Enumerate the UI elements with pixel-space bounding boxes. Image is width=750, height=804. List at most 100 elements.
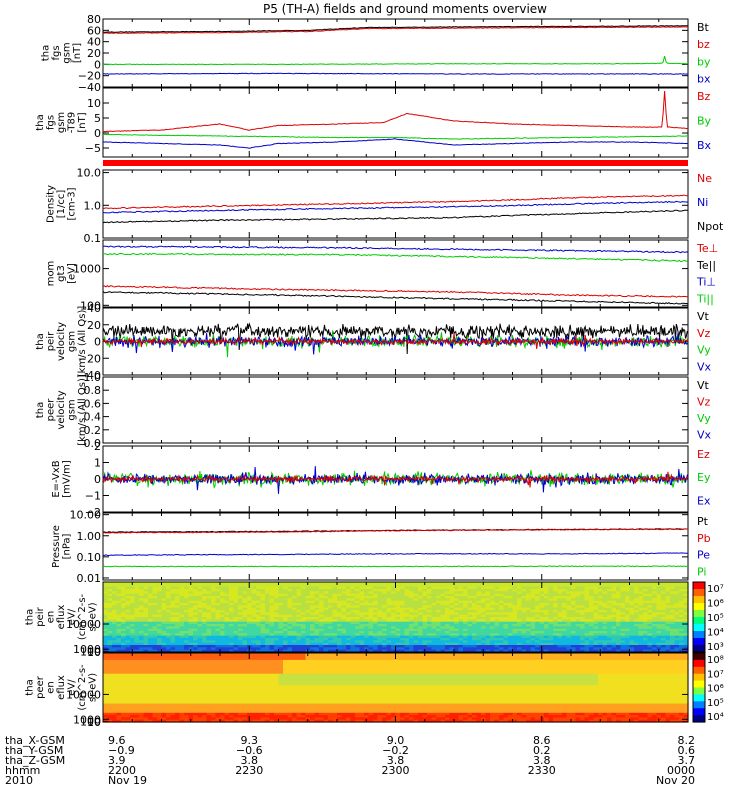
legend-Ey: Ey	[697, 471, 711, 484]
y-axis-label-line: [nT]	[77, 112, 88, 132]
panel-frame	[103, 88, 688, 157]
legend-Ez: Ez	[697, 448, 710, 461]
legend-Pb: Pb	[697, 532, 711, 545]
y-axis-label-line: [cm-3]	[67, 187, 78, 220]
y-tick-label: 40	[87, 302, 101, 315]
y-axis-label-line: gt3	[56, 265, 67, 282]
y-tick-label: −1	[85, 490, 101, 503]
legend-bx: bx	[697, 72, 711, 85]
legend-Vz: Vz	[697, 327, 711, 340]
y-axis-label-line: velocity	[56, 322, 67, 361]
y-axis-label-line: peir	[46, 331, 57, 351]
series-Npot	[103, 210, 688, 223]
colorbar-label: 10⁴	[707, 628, 724, 639]
y-tick-label: 1.0	[84, 199, 102, 212]
colorbar-segment	[693, 603, 705, 611]
y-tick-label: 0.01	[77, 572, 102, 585]
panel-frame	[103, 170, 688, 238]
y-tick-label: 10.00	[70, 509, 102, 522]
y-axis-label-line: gsm	[61, 42, 72, 63]
colorbar-segment	[693, 610, 705, 618]
panel-frame	[103, 513, 688, 580]
y-axis-label-line: en	[46, 611, 57, 624]
legend-Ti||: Ti||	[696, 293, 714, 306]
colorbar-segment	[693, 631, 705, 639]
colorbar-segment	[693, 645, 705, 653]
y-axis-label-line: [mV/m]	[61, 460, 72, 498]
legend-by: by	[697, 55, 711, 68]
colorbar-label: 10⁵	[707, 613, 724, 624]
series-Te⊥	[103, 286, 688, 298]
y-tick-label: 0	[94, 127, 101, 140]
y-axis-label-line: gsm	[67, 331, 78, 352]
series-By	[103, 134, 688, 139]
y-axis-label-line: [1/cc]	[56, 190, 67, 219]
panel-frame	[103, 377, 688, 443]
panel-frame	[103, 19, 688, 87]
colorbar-segment	[693, 589, 705, 597]
legend-Pt: Pt	[697, 515, 709, 528]
y-axis-label-line: eV/	[67, 608, 78, 625]
y-axis-label-line: eflux	[56, 605, 67, 630]
legend-Bx: Bx	[697, 139, 712, 152]
y-axis-label-line: mom	[46, 261, 57, 287]
colorbar-segment	[693, 638, 705, 646]
y-tick-label: 10	[87, 97, 101, 110]
y-axis-label-line: Density	[46, 185, 57, 223]
y-axis-label-line: [nPa]	[61, 533, 72, 559]
y-axis-label-line: fgs	[46, 115, 57, 130]
y-tick-label: 0.1	[84, 232, 102, 245]
y-axis-label-line: [nT]	[72, 43, 83, 63]
legend-Te⊥: Te⊥	[696, 242, 718, 255]
y-axis-label-line: peer	[46, 398, 57, 422]
y-axis-label-line: Pressure	[51, 525, 62, 568]
colorbar-segment	[693, 617, 705, 625]
y-tick-label: 10.0	[77, 167, 102, 180]
y-axis-label-line: E=-VxB	[51, 460, 62, 497]
legend-Vx: Vx	[697, 429, 712, 442]
legend-Vt: Vt	[697, 310, 710, 323]
legend-Vt: Vt	[697, 379, 710, 392]
y-axis-label-line: -T89	[67, 112, 78, 134]
colorbar-segment	[693, 582, 705, 590]
colorbar-label: 10³	[707, 642, 724, 653]
y-axis-label-line: [km/s (All Qs)]	[77, 306, 88, 378]
series-Bx	[103, 139, 688, 148]
colorbar-label: 10⁶	[707, 599, 724, 610]
legend-Bt: Bt	[697, 21, 710, 34]
legend-Ni: Ni	[697, 196, 708, 209]
y-axis-label-line: [km/s (All Qs)]	[77, 374, 88, 446]
legend-Pi: Pi	[697, 566, 706, 579]
y-tick-label: −5	[85, 142, 101, 155]
series-bx	[103, 73, 688, 74]
legend-Te||: Te||	[696, 259, 716, 272]
y-tick-label: 5	[94, 112, 101, 125]
y-tick-label: 0.10	[77, 551, 102, 564]
series-Pi	[103, 566, 688, 567]
series-Ne	[103, 195, 688, 209]
y-axis-label: Pressure[nPa]	[51, 525, 73, 568]
colorbar-segment	[693, 624, 705, 632]
legend-Ne: Ne	[697, 172, 712, 185]
y-axis-label-line: tha	[35, 402, 46, 418]
y-axis-label-line: tha	[40, 45, 51, 61]
series-Pe	[103, 553, 688, 556]
legend-Pe: Pe	[697, 549, 710, 562]
legend-Vy: Vy	[697, 412, 711, 425]
legend-Ex: Ex	[697, 494, 711, 507]
colorbar-segment	[693, 596, 705, 604]
y-tick-label: 2	[94, 440, 101, 453]
